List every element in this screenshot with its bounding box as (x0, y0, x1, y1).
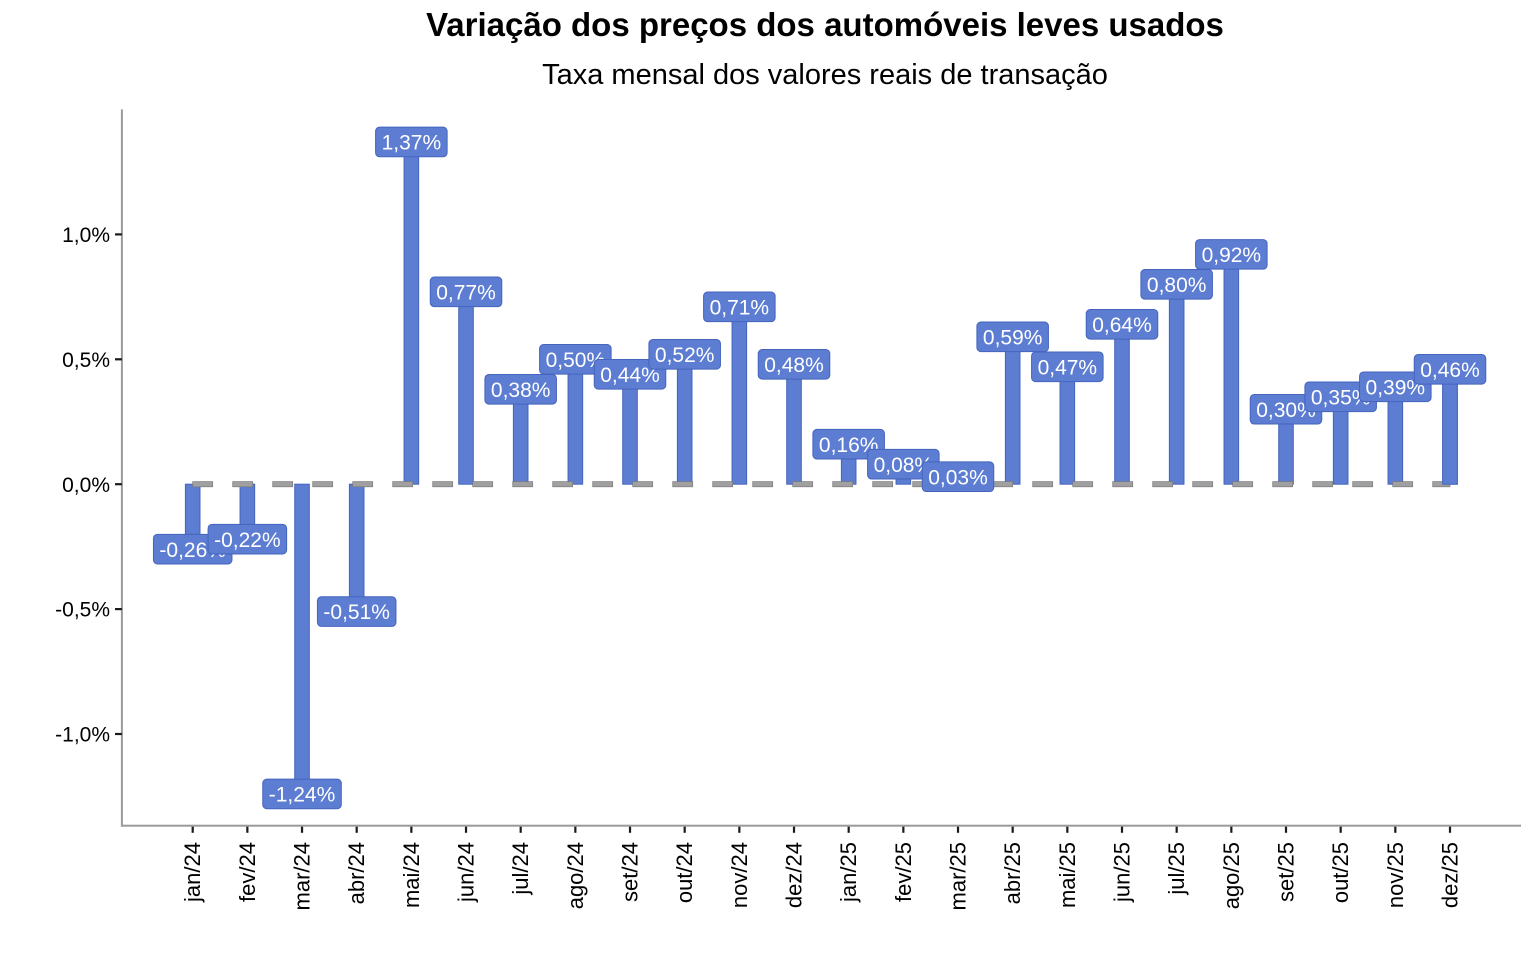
svg-text:0,44%: 0,44% (600, 364, 660, 387)
svg-text:fev/24: fev/24 (235, 842, 260, 902)
svg-text:0,92%: 0,92% (1202, 244, 1262, 267)
svg-text:-1,0%: -1,0% (55, 724, 110, 747)
svg-text:0,39%: 0,39% (1366, 376, 1426, 399)
svg-text:0,52%: 0,52% (655, 344, 715, 367)
svg-text:0,71%: 0,71% (710, 296, 770, 319)
svg-text:ago/24: ago/24 (563, 842, 588, 909)
svg-text:dez/25: dez/25 (1438, 842, 1463, 908)
svg-text:0,77%: 0,77% (436, 281, 496, 304)
svg-text:mar/24: mar/24 (290, 842, 315, 910)
svg-text:abr/25: abr/25 (1000, 842, 1025, 904)
svg-text:0,46%: 0,46% (1420, 359, 1480, 382)
svg-text:-0,5%: -0,5% (55, 599, 110, 622)
svg-text:jan/24: jan/24 (180, 842, 205, 903)
svg-text:0,5%: 0,5% (62, 349, 110, 372)
svg-text:jul/24: jul/24 (508, 842, 533, 896)
svg-text:0,48%: 0,48% (764, 354, 824, 377)
svg-text:0,35%: 0,35% (1311, 386, 1371, 409)
svg-text:ago/25: ago/25 (1219, 842, 1244, 909)
svg-text:0,80%: 0,80% (1147, 274, 1207, 297)
svg-text:-0,51%: -0,51% (323, 601, 390, 624)
svg-text:abr/24: abr/24 (344, 842, 369, 904)
svg-text:out/24: out/24 (672, 842, 697, 903)
svg-text:0,30%: 0,30% (1256, 399, 1316, 422)
svg-text:mai/25: mai/25 (1055, 842, 1080, 908)
svg-text:jun/25: jun/25 (1110, 842, 1135, 903)
svg-text:1,37%: 1,37% (382, 132, 442, 155)
svg-text:fev/25: fev/25 (891, 842, 916, 902)
svg-text:out/25: out/25 (1328, 842, 1353, 903)
svg-text:dez/24: dez/24 (782, 842, 807, 908)
svg-text:Variação dos preços dos automó: Variação dos preços dos automóveis leves… (426, 6, 1224, 43)
svg-text:-1,24%: -1,24% (269, 784, 336, 807)
svg-text:jun/24: jun/24 (454, 842, 479, 903)
svg-text:mai/24: mai/24 (399, 842, 424, 908)
svg-text:0,16%: 0,16% (819, 434, 879, 457)
svg-text:0,59%: 0,59% (983, 326, 1043, 349)
svg-text:1,0%: 1,0% (62, 224, 110, 247)
svg-text:0,0%: 0,0% (62, 474, 110, 497)
svg-text:nov/24: nov/24 (727, 842, 752, 908)
svg-text:Taxa mensal dos valores reais: Taxa mensal dos valores reais de transaç… (542, 59, 1108, 91)
svg-text:-0,22%: -0,22% (214, 529, 281, 552)
svg-text:mar/25: mar/25 (946, 842, 971, 910)
svg-text:set/25: set/25 (1274, 842, 1299, 902)
svg-text:0,08%: 0,08% (874, 454, 934, 477)
svg-text:nov/25: nov/25 (1383, 842, 1408, 908)
svg-text:0,03%: 0,03% (928, 466, 988, 489)
svg-text:0,38%: 0,38% (491, 379, 551, 402)
svg-text:set/24: set/24 (618, 842, 643, 902)
svg-text:0,47%: 0,47% (1038, 356, 1098, 379)
svg-text:0,50%: 0,50% (546, 349, 606, 372)
svg-text:0,64%: 0,64% (1092, 314, 1152, 337)
svg-text:jan/25: jan/25 (836, 842, 861, 903)
svg-text:jul/25: jul/25 (1164, 842, 1189, 896)
